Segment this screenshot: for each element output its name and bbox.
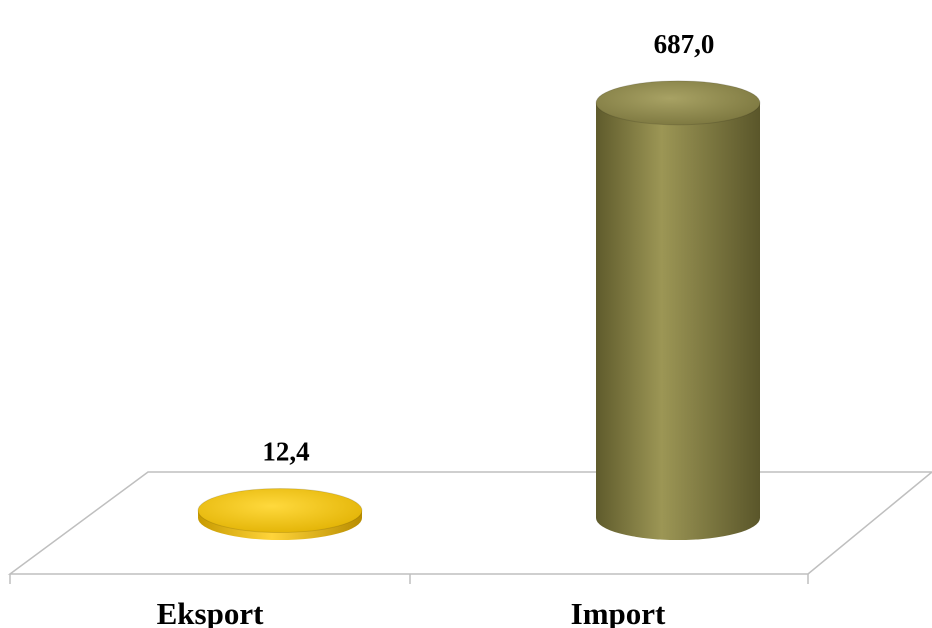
bar-top-eksport bbox=[197, 488, 363, 534]
data-label-import: 687,0 bbox=[654, 29, 715, 59]
bar-import bbox=[596, 102, 760, 540]
bars bbox=[197, 80, 761, 540]
category-label-eksport: Eksport bbox=[157, 596, 264, 628]
category-label-import: Import bbox=[571, 596, 666, 628]
chart-floor bbox=[7, 471, 932, 575]
bar-top-import bbox=[595, 80, 761, 126]
data-label-eksport: 12,4 bbox=[262, 437, 309, 467]
